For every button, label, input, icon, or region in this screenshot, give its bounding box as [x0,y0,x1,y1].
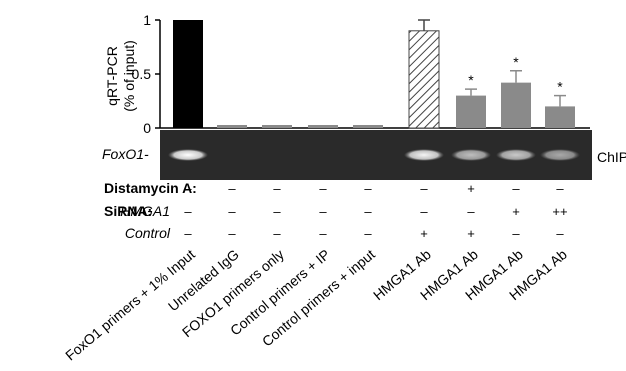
sirna-hmga1-cell: – [228,204,236,219]
distamycin-cell: – [420,181,428,196]
gel-band [168,149,208,161]
control-label: Control [125,225,171,241]
y-tick-label: 1 [143,12,151,28]
control-cell: – [556,226,564,241]
control-cell: – [228,226,236,241]
sirna-hmga1-cell: + [512,204,520,219]
gel-band [451,149,491,161]
bar [545,106,575,128]
control-cell: – [364,226,372,241]
gel-chip-label: ChIP [597,149,626,165]
significance-star: * [468,72,474,88]
control-cell: – [184,226,192,241]
gel-gene-label: FoxO1- [102,146,149,162]
sirna-hmga1-cell: – [364,204,372,219]
bar [456,95,486,128]
distamycin-cell: + [467,181,475,196]
distamycin-label: Distamycin A: [104,180,197,196]
sirna-hmga1-cell: – [319,204,327,219]
y-axis-title-line1: qRT-PCR [104,46,120,106]
gel-bands [168,149,580,161]
y-ticks: 00.51 [132,12,160,136]
bar [262,125,292,128]
control-cell: – [273,226,281,241]
distamycin-cell: – [512,181,520,196]
condition-rows: – – – – – – + – –– – – – – – – + ++– – – – – + + – – [184,181,567,241]
control-cell: – [512,226,520,241]
bar [501,82,531,128]
distamycin-cell: – [364,181,372,196]
sirna-hmga1-cell: – [467,204,475,219]
distamycin-cell: – [319,181,327,196]
sirna-hmga1-cell: – [184,204,192,219]
y-axis-title-line2: (% of input) [121,40,137,112]
significance-star: * [513,54,519,70]
control-cell: + [467,226,475,241]
sirna-hmga1-cell: – [420,204,428,219]
y-axis-title: qRT-PCR (% of input) [104,40,137,112]
gel-band [540,149,580,161]
bar [408,30,440,129]
hmga1-label: HMGA1 [120,203,170,219]
significance-star: * [557,79,563,95]
y-tick-label: 0.5 [132,66,152,82]
sirna-label: SiRNA: [104,203,152,219]
distamycin-cell: – [228,181,236,196]
bar [308,125,338,128]
bar [353,125,383,128]
bar [173,20,203,128]
control-cell: + [420,226,428,241]
gel-band [404,149,444,161]
sirna-hmga1-cell: – [273,204,281,219]
bars: * * * [173,19,575,129]
distamycin-cell: – [184,181,192,196]
y-tick-label: 0 [143,120,151,136]
gel-band [496,149,536,161]
control-cell: – [319,226,327,241]
bar [217,125,247,128]
distamycin-cell: – [556,181,564,196]
sirna-hmga1-cell: ++ [552,204,567,219]
distamycin-cell: – [273,181,281,196]
